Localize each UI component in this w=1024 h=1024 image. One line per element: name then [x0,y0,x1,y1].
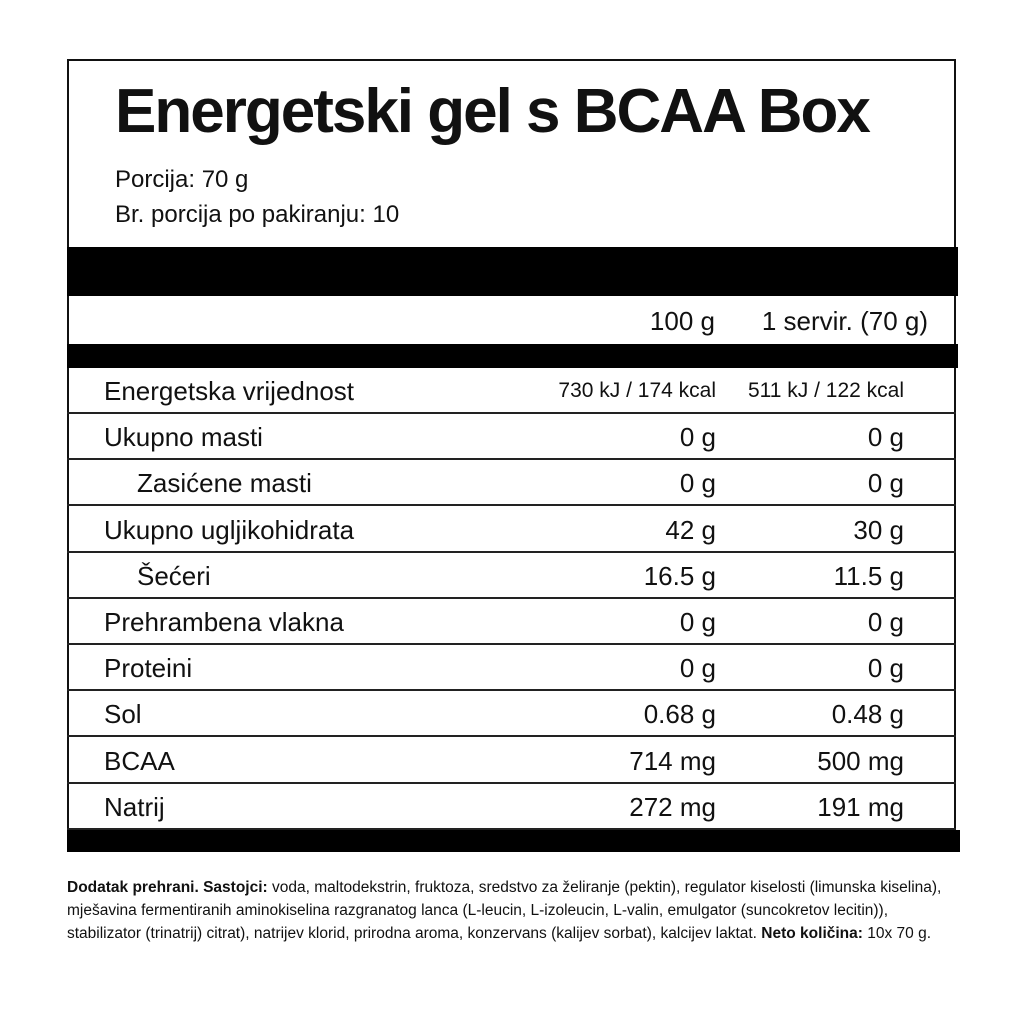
net-quantity-label: Neto količina: [761,925,863,942]
value-per-100g: 0 g [679,422,716,453]
divider-bar [67,344,958,368]
value-per-100g: 730 kJ / 174 kcal [558,379,716,402]
value-per-serving: 0.48 g [831,699,904,730]
divider-bar [67,830,960,852]
value-per-100g: 0 g [679,607,716,637]
servings-per-package: Br. porcija po pakiranju: 10 [115,201,400,228]
value-per-serving: 30 g [853,514,904,545]
column-header-100g: 100 g [649,306,715,336]
value-per-serving: 0 g [867,653,904,684]
value-per-100g: 42 g [665,514,716,545]
serving-size: Porcija: 70 g [115,166,249,193]
nutrition-label [67,59,956,830]
nutrient-label: BCAA [104,745,175,776]
value-per-serving: 11.5 g [833,560,904,591]
value-per-serving: 511 kJ / 122 kcal [747,379,904,402]
ingredients-list: voda, maltodekstrin, fruktoza, sredstvo … [67,879,942,942]
nutrient-label: Ukupno masti [104,422,263,453]
value-per-serving: 500 mg [817,745,904,776]
table-row: Sol 0.68 g 0.48 g [67,691,956,738]
nutrient-label: Šećeri [137,560,211,591]
value-per-serving: 0 g [867,607,904,637]
value-per-100g: 0 g [679,653,716,684]
nutrient-label: Zasićene masti [137,468,312,499]
table-row: Zasićene masti 0 g 0 g [67,460,956,507]
nutrient-label: Ukupno ugljikohidrata [104,514,355,545]
value-per-serving: 191 mg [817,791,904,822]
nutrient-label: Sol [104,699,142,730]
nutrient-label: Energetska vrijednost [104,376,355,406]
ingredients-text: Dodatak prehrani. Sastojci: voda, maltod… [67,876,947,945]
value-per-serving: 0 g [867,468,904,499]
table-row: Ukupno masti 0 g 0 g [67,414,956,461]
nutrient-label: Natrij [104,791,165,822]
product-title: Energetski gel s BCAA Box [115,77,871,146]
value-per-100g: 714 mg [629,745,716,776]
divider-bar [67,247,958,296]
value-per-serving: 0 g [867,422,904,453]
nutrient-label: Proteini [104,653,193,684]
nutrient-label: Prehrambena vlakna [104,607,344,637]
table-row: Proteini 0 g 0 g [67,645,956,692]
value-per-100g: 272 mg [629,791,716,822]
table-row: Šećeri 16.5 g 11.5 g [67,553,956,599]
value-per-100g: 0.68 g [643,699,716,730]
table-row: Prehrambena vlakna 0 g 0 g [67,599,956,645]
table-row: Natrij 272 mg 191 mg [67,784,956,830]
table-row: Ukupno ugljikohidrata 42 g 30 g [67,507,956,553]
column-header-serving: 1 servir. (70 g) [761,306,928,336]
table-row: BCAA 714 mg 500 mg [67,738,956,784]
net-quantity: 10x 70 g. [862,925,932,942]
value-per-100g: 16.5 g [643,560,716,591]
value-per-100g: 0 g [679,468,716,499]
table-row: Energetska vrijednost 730 kJ / 174 kcal 51… [67,368,956,414]
ingredients-heading: Dodatak prehrani. Sastojci: [67,879,268,896]
